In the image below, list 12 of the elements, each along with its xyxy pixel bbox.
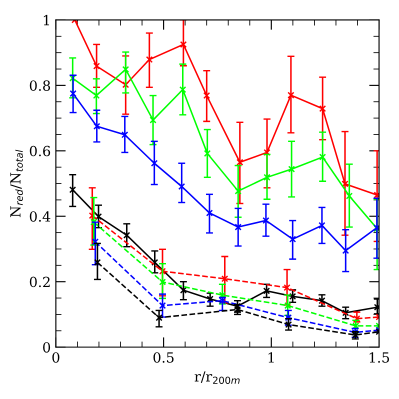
y-tick-label: 0.6 [30, 146, 50, 156]
y-axis-title: N$_{red}$/N$_{total}$ [10, 150, 23, 218]
y-tick-label: 0.2 [30, 276, 50, 288]
y-tick-label: 0 [43, 342, 50, 353]
y-tick-label: 1 [44, 14, 50, 26]
x-tick-label: 0 [52, 352, 60, 363]
x-tick-label: 1.5 [370, 352, 390, 363]
x-tick-label: 1 [268, 352, 274, 363]
y-tick-label: 0.8 [30, 80, 50, 91]
y-tick-label: 0.4 [30, 211, 50, 222]
x-tick-label: 0.5 [153, 352, 174, 363]
x-axis-title: r/r$_{200m}$ [194, 371, 240, 384]
